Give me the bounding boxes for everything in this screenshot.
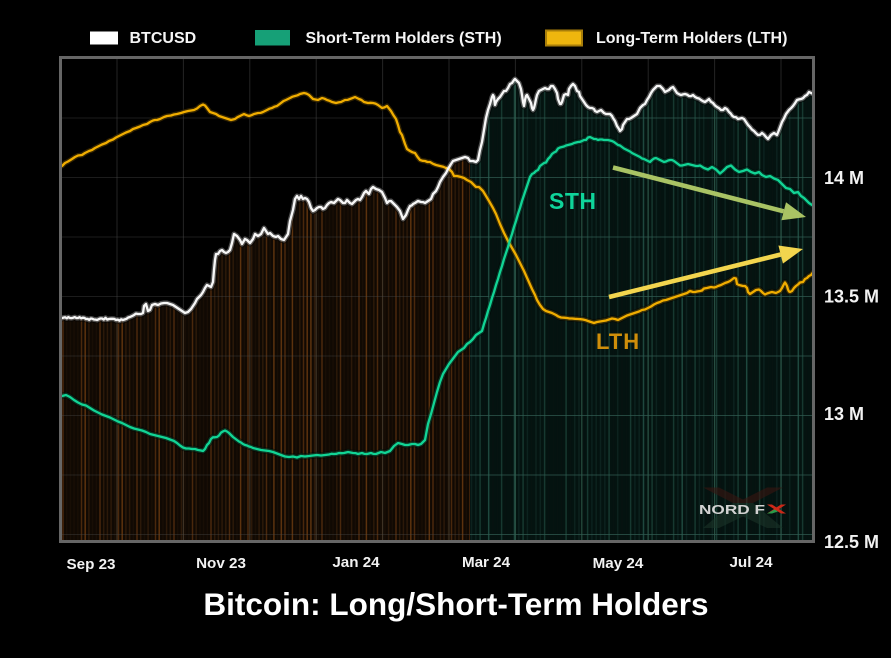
svg-text:Sep 23: Sep 23 [67, 556, 116, 573]
svg-text:LTH: LTH [596, 329, 640, 354]
svg-text:NORD F: NORD F [699, 502, 765, 517]
svg-text:Jul 24: Jul 24 [729, 554, 773, 571]
svg-text:13.5 M: 13.5 M [824, 287, 879, 307]
svg-text:Jan 24: Jan 24 [332, 554, 380, 571]
svg-text:Nov 23: Nov 23 [196, 555, 246, 572]
svg-text:Short-Term Holders (STH): Short-Term Holders (STH) [306, 30, 502, 47]
svg-text:14 M: 14 M [824, 168, 864, 188]
svg-text:Bitcoin: Long/Short-Term Holde: Bitcoin: Long/Short-Term Holders [203, 586, 708, 622]
svg-text:12.5 M: 12.5 M [824, 532, 879, 552]
svg-text:BTCUSD: BTCUSD [130, 30, 197, 47]
svg-text:Mar 24: Mar 24 [462, 554, 511, 571]
svg-text:STH: STH [549, 188, 597, 214]
svg-text:13 M: 13 M [824, 404, 864, 424]
svg-text:Long-Term Holders (LTH): Long-Term Holders (LTH) [596, 30, 787, 47]
svg-text:May 24: May 24 [593, 555, 644, 572]
